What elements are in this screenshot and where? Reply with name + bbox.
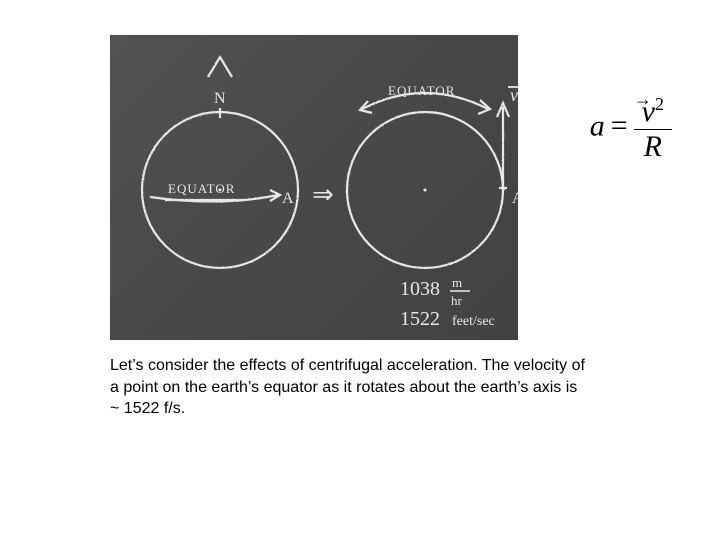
- value-1038-unit-bot: hr: [451, 293, 463, 308]
- value-1038-unit-top: m: [452, 275, 462, 290]
- value-1522: 1522: [400, 308, 440, 330]
- left-point-a-label: A: [282, 190, 294, 207]
- velocity-v-label: v: [510, 85, 518, 105]
- value-1038: 1038: [400, 278, 440, 300]
- formula-eq: =: [605, 109, 634, 142]
- caption-line-1: Let’s consider the effects of centrifuga…: [110, 357, 478, 374]
- chalk-drawing: N EQUATOR A ⇒ EQUATOR A v 1038 m hr 1522…: [110, 35, 518, 340]
- left-n-label: N: [214, 90, 226, 107]
- formula-centripetal: a=→v2R: [590, 95, 672, 162]
- formula-lhs: a: [590, 109, 605, 142]
- value-1522-unit: feet/sec: [452, 314, 495, 329]
- right-center-dot: [424, 189, 427, 192]
- formula-num-exp: 2: [655, 94, 664, 114]
- implies-symbol: ⇒: [312, 180, 334, 209]
- left-equator-label: EQUATOR: [168, 181, 235, 196]
- right-point-a-label: A: [512, 190, 518, 207]
- left-top-peak: [208, 57, 232, 77]
- chalkboard: N EQUATOR A ⇒ EQUATOR A v 1038 m hr 1522…: [110, 35, 518, 340]
- formula-vector-arrow-icon: →: [634, 90, 652, 108]
- formula-den: R: [634, 130, 672, 162]
- right-equator-label: EQUATOR: [388, 83, 455, 98]
- caption-text: Let’s consider the effects of centrifuga…: [110, 355, 590, 420]
- formula-fraction: →v2R: [634, 95, 672, 162]
